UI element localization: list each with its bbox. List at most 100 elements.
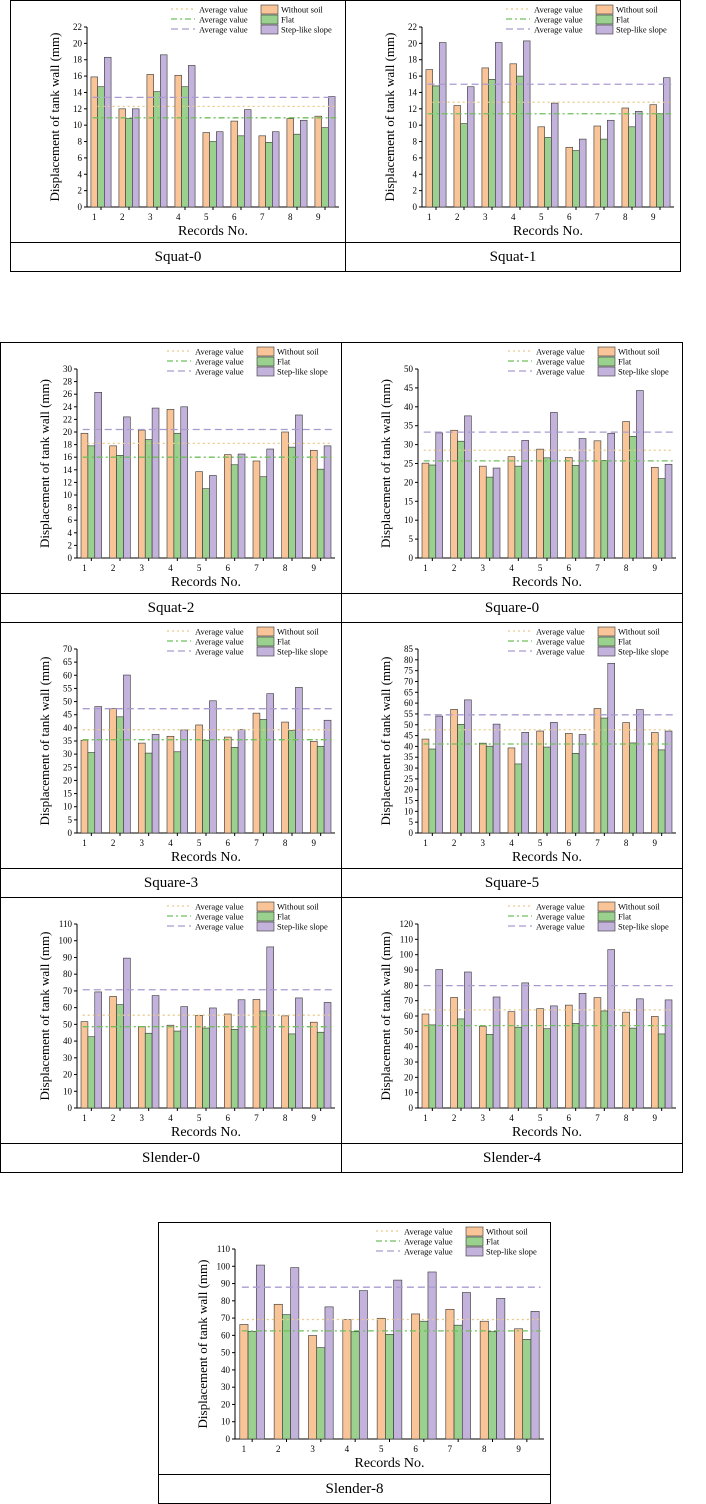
legend-label-flat: Flat	[486, 1237, 500, 1247]
legend-label-step-like-slope: Step-like slope	[277, 367, 328, 377]
bar-step-like-slope-record-2	[132, 108, 140, 208]
bar-step-like-slope-record-1	[104, 56, 112, 208]
x-axis-label: Records No.	[171, 575, 241, 590]
legend-swatch-step-like-slope	[256, 366, 275, 377]
bar-without-soil-record-3	[479, 742, 487, 834]
bar-flat-record-8	[629, 435, 637, 559]
bar-without-soil-record-4	[166, 409, 175, 559]
bar-step-like-slope-record-2	[290, 1267, 300, 1440]
y-tick-label: 16	[63, 452, 73, 462]
y-tick-label: 28	[63, 377, 73, 387]
bar-flat-record-3	[144, 752, 153, 834]
y-tick-label: 50	[63, 697, 73, 707]
legend-average-label: Average value	[536, 367, 585, 377]
y-tick-label: 0	[409, 1103, 414, 1113]
x-tick-label: 2	[111, 838, 116, 848]
x-tick-label: 9	[312, 563, 317, 573]
bar-without-soil-record-9	[310, 1021, 318, 1109]
x-tick-label: 5	[539, 212, 544, 222]
x-tick-label: 7	[595, 1113, 600, 1123]
bar-flat-record-1	[428, 464, 437, 559]
x-tick-label: 9	[316, 212, 321, 222]
bar-step-like-slope-record-3	[492, 723, 501, 834]
bar-without-soil-record-1	[80, 739, 89, 834]
x-tick-label: 7	[254, 563, 259, 573]
y-tick-label: 10	[404, 515, 414, 525]
bar-flat-record-5	[385, 1334, 394, 1440]
y-tick-label: 4	[68, 528, 73, 538]
y-tick-label: 0	[226, 1434, 231, 1444]
bar-step-like-slope-record-8	[636, 390, 644, 559]
legend-swatch-flat	[260, 14, 279, 25]
x-tick-label: 9	[312, 838, 317, 848]
legend-swatch-without-soil	[260, 4, 279, 15]
legend-swatch-flat	[256, 911, 275, 922]
y-tick-label: 60	[221, 1330, 231, 1340]
x-tick-label: 6	[567, 563, 572, 573]
legend-label-flat: Flat	[277, 637, 291, 647]
x-tick-label: 6	[226, 563, 231, 573]
bar-flat-record-6	[230, 1029, 239, 1109]
legend-average-label: Average value	[199, 5, 248, 15]
y-tick-label: 50	[221, 1348, 231, 1358]
bar-step-like-slope-record-2	[464, 971, 472, 1109]
x-tick-label: 4	[168, 563, 173, 573]
bar-flat-record-8	[628, 126, 636, 208]
bar-step-like-slope-record-8	[636, 709, 644, 834]
bar-without-soil-record-2	[118, 108, 126, 208]
x-tick-label: 2	[111, 1113, 116, 1123]
x-tick-label: 4	[168, 1113, 173, 1123]
bar-step-like-slope-record-4	[180, 729, 188, 834]
legend-label-flat: Flat	[618, 912, 632, 922]
x-tick-label: 3	[140, 1113, 145, 1123]
x-tick-label: 3	[481, 838, 486, 848]
y-tick-label: 20	[221, 1399, 231, 1409]
legend-average-label: Average value	[195, 347, 244, 357]
bar-flat-record-6	[571, 1023, 580, 1109]
bar-step-like-slope-record-4	[523, 40, 531, 208]
x-tick-label: 6	[226, 1113, 231, 1123]
bar-without-soil-record-3	[479, 1025, 487, 1109]
bar-flat-record-3	[485, 1034, 494, 1109]
bar-step-like-slope-record-9	[664, 730, 673, 834]
bar-step-like-slope-record-7	[266, 946, 274, 1109]
y-tick-label: 6	[78, 153, 83, 163]
bar-flat-record-8	[488, 1331, 497, 1440]
bar-step-like-slope-record-3	[492, 996, 501, 1109]
x-axis-label: Records No.	[178, 224, 248, 239]
bar-flat-record-7	[259, 719, 268, 834]
legend-label-step-like-slope: Step-like slope	[618, 922, 669, 932]
panel-slender-4: 0 10 20 30 40 50 60 70 80 90 100 110 120 1 2 3 4 5 6 7 8 9 Rec…	[341, 897, 683, 1173]
bar-without-soil-record-8	[281, 431, 289, 559]
x-tick-label: 1	[423, 1113, 428, 1123]
legend-label-flat: Flat	[281, 15, 295, 25]
legend-swatch-without-soil	[597, 901, 616, 912]
y-tick-label: 30	[63, 364, 73, 374]
legend-label-without-soil: Without soil	[277, 627, 320, 637]
y-tick-label: 40	[63, 1036, 73, 1046]
x-tick-label: 8	[624, 1113, 629, 1123]
bar-step-like-slope-record-3	[495, 42, 503, 208]
bar-without-soil-record-1	[239, 1324, 249, 1440]
x-tick-label: 8	[283, 838, 288, 848]
y-tick-label: 12	[408, 104, 417, 114]
chart-slender-4: 0 10 20 30 40 50 60 70 80 90 100 110 120 1 2 3 4 5 6 7 8 9 Rec…	[378, 901, 676, 1140]
bar-step-like-slope-record-5	[393, 1279, 403, 1440]
x-tick-label: 2	[111, 563, 116, 573]
y-tick-label: 60	[404, 698, 414, 708]
x-tick-label: 8	[283, 563, 288, 573]
legend-swatch-without-soil	[256, 626, 275, 637]
bar-flat-record-2	[457, 1018, 465, 1109]
bar-without-soil-record-5	[202, 132, 210, 208]
caption-slender-4: Slender-4	[342, 1143, 682, 1172]
bar-without-soil-record-3	[479, 465, 487, 559]
bar-flat-record-2	[457, 724, 465, 834]
bar-step-like-slope-record-7	[266, 448, 274, 559]
caption-slender-8: Slender-8	[159, 1474, 550, 1503]
bar-flat-record-5	[209, 141, 217, 208]
y-tick-label: 35	[63, 736, 73, 746]
y-tick-label: 85	[404, 644, 414, 654]
